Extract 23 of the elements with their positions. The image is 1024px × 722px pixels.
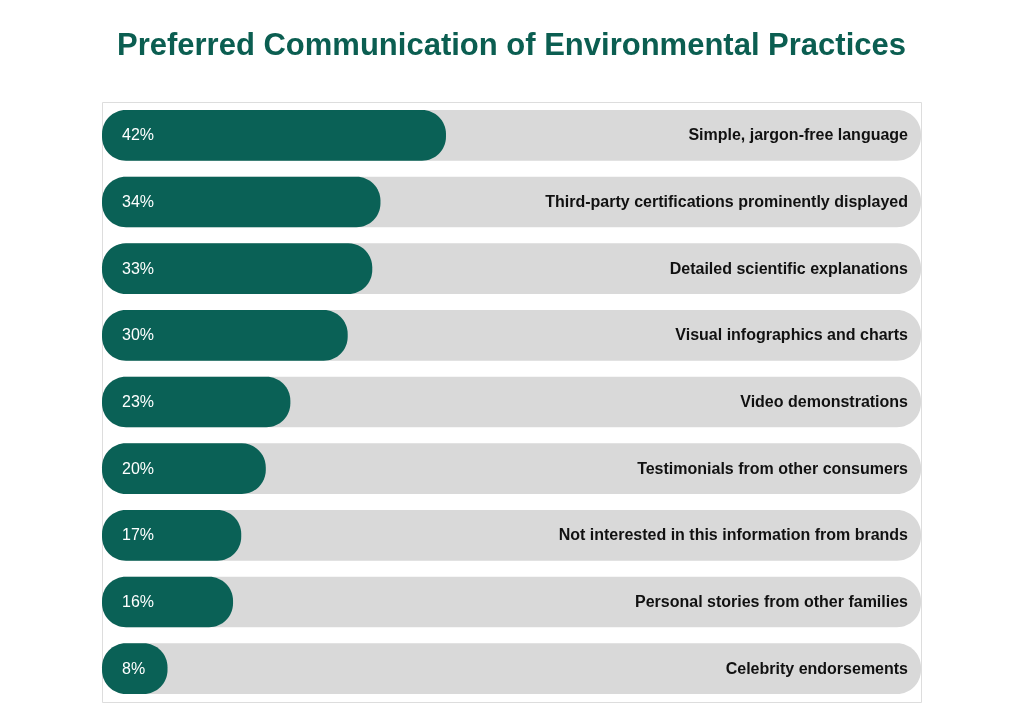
bar bbox=[102, 243, 373, 294]
data-label: 42% bbox=[122, 126, 155, 144]
data-label: 34% bbox=[122, 193, 155, 210]
y-tick-label: Third-party certifications prominently displayed bbox=[545, 193, 908, 210]
data-label: 8% bbox=[122, 659, 146, 677]
y-tick-label: Video demonstrations bbox=[740, 393, 909, 410]
bar bbox=[102, 376, 291, 428]
y-tick-label: Detailed scientific explanations bbox=[669, 259, 909, 277]
chart-title: Preferred Communication of Environmental Practices bbox=[117, 27, 906, 62]
bar bbox=[102, 443, 266, 494]
data-label: 30% bbox=[122, 326, 155, 344]
bar bbox=[102, 310, 348, 361]
y-tick-label: Celebrity endorsements bbox=[725, 659, 909, 677]
y-tick-label: Visual infographics and charts bbox=[675, 326, 909, 344]
y-tick-label: Testimonials from other consumers bbox=[637, 459, 909, 477]
data-label: 17% bbox=[122, 526, 155, 544]
data-label: 20% bbox=[122, 459, 155, 477]
data-label: 33% bbox=[122, 259, 155, 277]
y-tick-label: Simple, jargon-free language bbox=[688, 126, 909, 144]
y-tick-label: Not interested in this information from brands bbox=[558, 526, 909, 544]
y-tick-label: Personal stories from other families bbox=[635, 593, 909, 610]
data-label: 16% bbox=[122, 593, 155, 610]
data-label: 23% bbox=[122, 393, 155, 410]
